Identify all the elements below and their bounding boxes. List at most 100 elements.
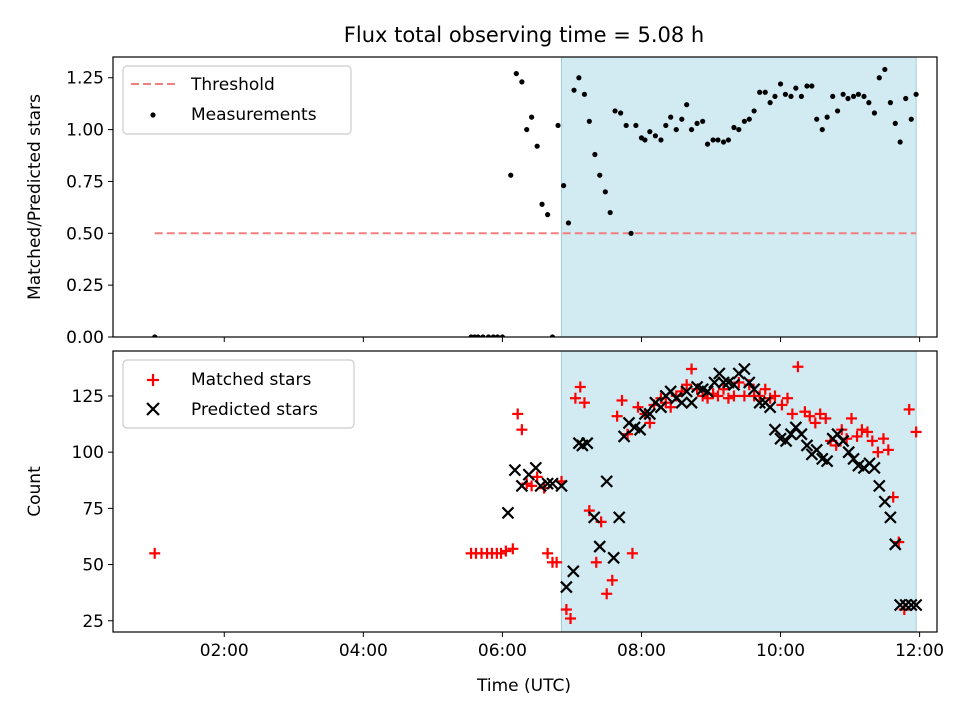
measurement-point — [490, 334, 496, 337]
measurement-point — [824, 114, 830, 120]
measurement-point — [652, 133, 658, 139]
top-y-tick-label: 0.50 — [66, 224, 104, 244]
bottom-y-tick-label: 125 — [72, 387, 104, 407]
measurement-point — [597, 172, 603, 178]
legend-threshold-label: Threshold — [190, 75, 275, 95]
predicted-star-marker — [868, 461, 881, 475]
measurement-point — [544, 212, 551, 218]
matched-star-marker — [560, 604, 572, 616]
measurement-point — [788, 93, 794, 100]
predicted-star-marker — [555, 479, 568, 493]
measurement-point — [715, 137, 721, 143]
matched-star-marker — [632, 401, 644, 413]
measurement-point — [840, 91, 846, 97]
matched-star-marker — [786, 408, 798, 420]
matched-star-marker — [712, 390, 724, 402]
measurement-point — [694, 120, 700, 126]
predicted-star-marker — [529, 461, 543, 475]
matched-star-marker — [728, 390, 740, 402]
measurement-point — [565, 220, 572, 226]
predicted-star-marker — [904, 598, 918, 612]
measurement-point — [845, 95, 851, 102]
measurement-point — [642, 137, 648, 143]
measurement-point — [804, 83, 810, 89]
predicted-star-marker — [685, 396, 698, 409]
measurement-point — [772, 93, 778, 100]
measurement-point — [647, 129, 653, 135]
matched-star-marker — [781, 392, 793, 404]
top-panel: 0.00 0.25 0.50 0.75 1.00 1.25 Matched/Predict… — [25, 56, 938, 348]
matched-star-marker — [851, 430, 863, 442]
predicted-star-marker — [680, 385, 693, 398]
matched-star-marker — [578, 397, 590, 409]
predicted-star-marker — [587, 511, 601, 524]
predicted-star-marker — [847, 452, 860, 466]
matched-star-marker — [718, 383, 730, 395]
matched-star-marker — [495, 547, 507, 559]
measurement-points — [152, 66, 919, 337]
measurement-point — [529, 114, 535, 120]
matched-star-marker — [681, 379, 693, 391]
bottom-y-tick-label: 100 — [72, 443, 104, 463]
top-y-tick-label: 0.75 — [66, 172, 104, 192]
predicted-star-marker — [909, 598, 923, 612]
bottom-axes-frame — [112, 350, 938, 633]
measurement-point — [519, 79, 525, 85]
matched-star-marker — [526, 480, 538, 492]
matched-star-marker — [590, 556, 602, 568]
measurement-point — [777, 81, 784, 87]
measurement-point — [798, 93, 805, 100]
bottom-ticks: 02:00 04:00 06:00 08:00 10:00 12:00 25 50 75 100 1… — [72, 387, 945, 661]
predicted-star-marker — [643, 407, 657, 421]
predicted-star-marker — [607, 551, 620, 565]
measurement-point — [876, 75, 882, 81]
matched-star-marker — [910, 426, 922, 438]
matched-star-marker — [861, 426, 873, 438]
measurement-point — [592, 151, 598, 158]
top-axes-frame — [112, 56, 938, 338]
predicted-star-marker — [567, 565, 580, 578]
matched-star-marker — [531, 471, 543, 483]
predicted-star-marker — [810, 443, 823, 457]
predicted-star-marker — [842, 445, 855, 459]
matched-star-marker — [845, 412, 857, 424]
matched-star-marker — [903, 403, 915, 415]
measurement-point — [830, 93, 836, 100]
matched-star-marker — [606, 574, 618, 586]
matched-star-marker — [565, 613, 577, 625]
predicted-star-marker — [617, 430, 631, 443]
measurement-point — [607, 209, 613, 216]
matched-star-marker — [738, 390, 750, 402]
measurement-point — [560, 182, 567, 189]
predicted-stars-points — [501, 362, 923, 612]
measurement-point — [814, 116, 820, 122]
matched-star-marker — [814, 408, 826, 420]
matched-star-marker — [500, 545, 512, 557]
measurement-point — [819, 126, 825, 133]
top-y-tick-label: 0.25 — [66, 276, 104, 296]
measurement-point — [628, 230, 634, 236]
measurement-point — [679, 116, 685, 122]
predicted-star-marker — [820, 454, 834, 468]
bottom-y-tick-label: 50 — [82, 556, 104, 576]
predicted-star-marker — [889, 538, 902, 551]
legend-predicted-label: Predicted stars — [191, 400, 318, 420]
measurement-point — [736, 126, 742, 133]
measurement-point — [913, 91, 919, 97]
predicted-star-marker — [795, 427, 808, 441]
x-tick-label: 08:00 — [617, 641, 666, 661]
measurement-point — [668, 114, 674, 120]
measurement-point — [618, 110, 624, 116]
predicted-star-marker — [560, 580, 573, 594]
matched-star-marker — [516, 424, 528, 436]
predicted-star-marker — [727, 378, 741, 391]
matched-star-marker — [866, 435, 878, 447]
predicted-star-marker — [742, 376, 756, 389]
measurement-point — [871, 110, 878, 116]
measurement-point — [673, 126, 679, 133]
measurement-point — [508, 172, 514, 178]
measurement-point — [539, 201, 545, 207]
predicted-star-marker — [873, 479, 886, 493]
bottom-panel: 02:00 04:00 06:00 08:00 10:00 12:00 25 50 75 100 1… — [25, 350, 945, 696]
top-shaded-span — [561, 56, 917, 338]
